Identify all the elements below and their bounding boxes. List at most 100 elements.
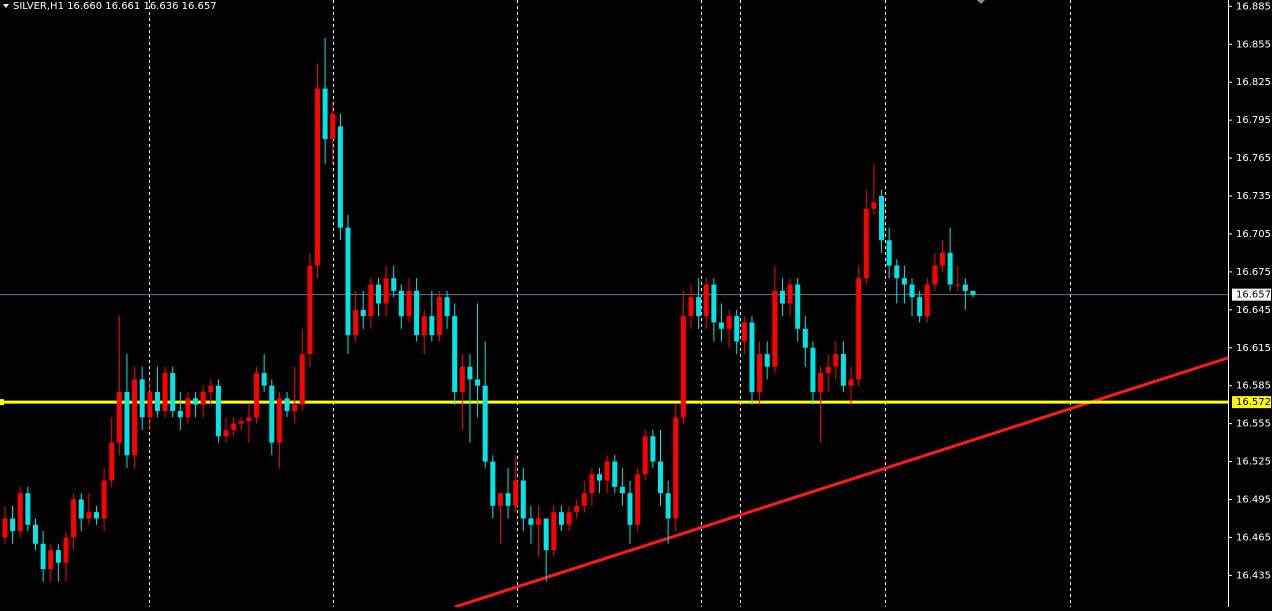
candle-body [132, 379, 138, 456]
candle-body [818, 373, 824, 393]
candle-body [200, 392, 206, 405]
candle-body [444, 297, 450, 317]
candle-body [924, 284, 930, 317]
y-tick-label: 16.465 [1236, 532, 1271, 543]
candle-body [955, 284, 961, 286]
candle-body [93, 512, 99, 519]
candle-body [779, 290, 785, 304]
candle-body [147, 392, 153, 418]
candle-body [627, 493, 633, 525]
candle-body [231, 423, 237, 430]
candle-body [772, 290, 778, 367]
price-label: 16.572 [1236, 397, 1271, 408]
candle-body [322, 88, 328, 140]
candle-body [597, 474, 603, 481]
period-separators [149, 0, 1071, 607]
candle-body [749, 322, 755, 393]
y-tick-label: 16.495 [1236, 495, 1271, 506]
candle-body [254, 373, 260, 418]
candle-body [101, 480, 107, 519]
trendline [454, 356, 1229, 609]
candle-body [741, 322, 747, 342]
candle-body [764, 354, 770, 367]
candle-body [642, 436, 648, 475]
candle-body [337, 126, 343, 228]
candle-body [162, 373, 168, 411]
y-tick-label: 16.855 [1236, 39, 1271, 50]
candle-body [177, 410, 183, 418]
candle-body [940, 252, 946, 266]
candle-body [421, 316, 427, 336]
candle-body [696, 297, 702, 317]
candle-body [40, 543, 46, 570]
candle-body [635, 474, 641, 525]
candle-body [962, 284, 968, 291]
y-tick-label: 16.525 [1236, 457, 1271, 468]
candle-body [757, 354, 763, 393]
candle-body [261, 373, 267, 386]
menu-arrow [3, 4, 9, 8]
candle-body [48, 550, 54, 570]
candle-body [398, 290, 404, 317]
candle-body [574, 505, 580, 513]
candle-body [375, 284, 381, 304]
candle-body [139, 379, 145, 418]
y-tick-label: 16.795 [1236, 115, 1271, 126]
candle-body [467, 366, 473, 380]
y-tick-label: 16.705 [1236, 229, 1271, 240]
candle-body [863, 208, 869, 279]
candle-body [490, 461, 496, 506]
candle-body [909, 284, 915, 298]
y-tick-label: 16.675 [1236, 267, 1271, 278]
candle-body [71, 499, 77, 538]
candle-body [840, 354, 846, 386]
candle-body [680, 316, 686, 418]
y-tick-label: 16.825 [1236, 77, 1271, 88]
candle-body [185, 398, 191, 418]
y-tick-label: 16.885 [1236, 1, 1271, 12]
y-tick-label: 16.555 [1236, 419, 1271, 430]
candle-body [718, 322, 724, 329]
candle-body [116, 392, 122, 443]
y-tick-label: 16.765 [1236, 153, 1271, 164]
candle-body [833, 354, 839, 367]
candle-body [604, 461, 610, 481]
candle-body [383, 278, 389, 304]
candle-body [391, 278, 397, 291]
candle-body [802, 328, 808, 348]
price-marker [0, 399, 4, 406]
candle-body [360, 309, 366, 317]
candle-body [879, 196, 885, 241]
candle-body [475, 379, 481, 386]
candle-body [787, 284, 793, 304]
candle-body [673, 417, 679, 519]
candle-body [810, 347, 816, 393]
candle-body [886, 240, 892, 266]
candle-body [269, 385, 275, 443]
candle-body [238, 421, 244, 424]
candle-body [10, 518, 16, 532]
candle-body [581, 493, 587, 506]
candle-body [543, 518, 549, 551]
candle-body [688, 297, 694, 317]
candle-body [711, 284, 717, 323]
candle-body [726, 316, 732, 329]
candle-body [734, 316, 740, 342]
candle-body [917, 297, 923, 317]
y-tick-label: 16.645 [1236, 305, 1271, 316]
candle-body [551, 512, 557, 551]
candle-body [154, 392, 160, 411]
candle-body [482, 385, 488, 462]
candle-body [436, 297, 442, 336]
y-tick-label: 16.615 [1236, 343, 1271, 354]
price-label-box [1232, 288, 1271, 301]
y-tick-label: 16.735 [1236, 191, 1271, 202]
y-tick-label: 16.435 [1236, 570, 1271, 581]
candle-body [657, 461, 663, 494]
candle-body [459, 366, 465, 393]
candle-body [78, 499, 84, 519]
candle-body [170, 373, 176, 411]
candle-body [193, 398, 199, 405]
candle-body [284, 398, 290, 411]
